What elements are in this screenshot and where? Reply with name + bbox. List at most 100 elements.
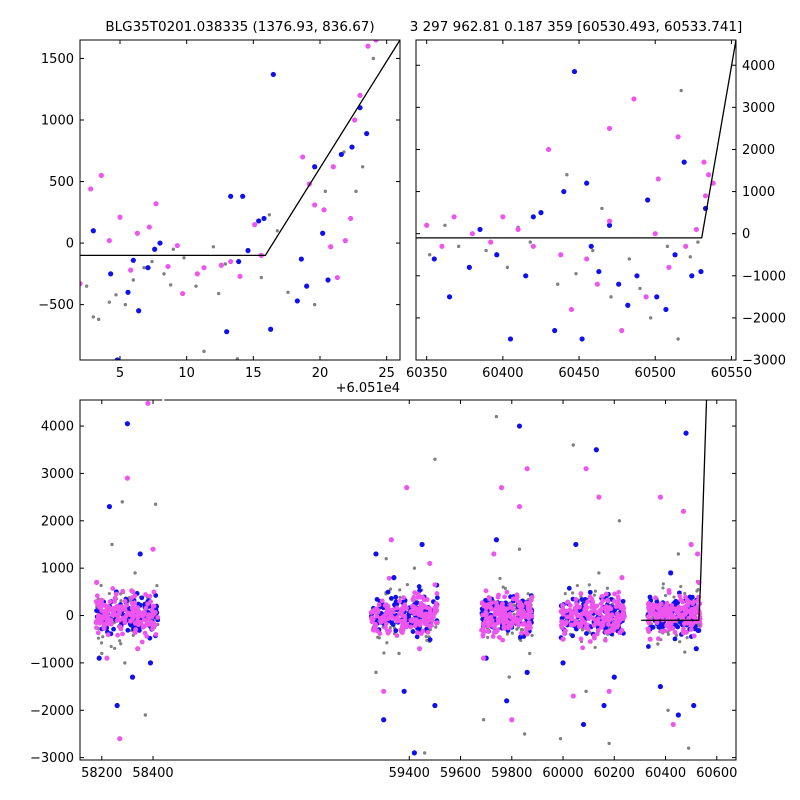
data-point-magenta (117, 736, 123, 742)
cluster-point-magenta (124, 602, 130, 608)
data-point-magenta (424, 222, 430, 228)
cluster-point-magenta (132, 630, 138, 635)
y-tick-label: −3000 (742, 354, 786, 369)
cluster-point-gray (592, 593, 597, 597)
data-point-magenta (619, 575, 625, 581)
cluster-point-magenta (688, 626, 694, 632)
y-tick-label: 1500 (41, 52, 74, 67)
cluster-point-magenta (595, 616, 601, 622)
cluster-point-magenta (401, 595, 406, 601)
cluster-point-magenta (488, 617, 493, 623)
data-point-blue (672, 252, 678, 258)
cluster-point-magenta (492, 611, 498, 617)
cluster-point-magenta (122, 617, 128, 623)
data-point-magenta (352, 117, 358, 123)
cluster-point-magenta (422, 604, 428, 609)
cluster-point-gray (388, 587, 393, 591)
data-point-blue (431, 256, 437, 262)
cluster-point-magenta (501, 621, 507, 626)
data-point-blue (668, 570, 674, 576)
cluster-point-gray (679, 584, 683, 589)
data-point-gray (571, 443, 575, 447)
data-point-blue (270, 71, 276, 78)
data-point-gray (507, 675, 511, 679)
cluster-point-magenta (688, 611, 694, 617)
cluster-point-magenta (147, 593, 153, 599)
y-tick-label: 1000 (41, 562, 74, 577)
data-point-gray (433, 457, 437, 461)
cluster-point-magenta (117, 610, 122, 616)
model-curve (80, 40, 400, 257)
cluster-point-magenta (430, 614, 436, 620)
data-point-magenta (334, 274, 340, 281)
cluster-point-magenta (426, 617, 432, 623)
cluster-point-magenta (399, 606, 405, 612)
data-point-gray (259, 275, 264, 280)
cluster-point-magenta (657, 613, 663, 619)
cluster-point-magenta (496, 635, 502, 640)
cluster-point-magenta (129, 600, 135, 606)
x-tick-label: 20 (312, 366, 329, 381)
data-point-gray (522, 732, 527, 736)
data-point-magenta (373, 40, 379, 43)
cluster-point-magenta (412, 623, 418, 629)
cluster-point-gray (119, 599, 123, 603)
cluster-point-magenta (122, 598, 128, 604)
cluster-point-magenta (483, 613, 489, 619)
cluster-point-magenta (603, 591, 609, 597)
cluster-point-blue (416, 584, 422, 589)
data-point-gray (143, 713, 148, 717)
data-point-gray (591, 248, 595, 253)
y-tick-label: −500 (38, 298, 74, 313)
y-tick-label: 2000 (41, 514, 74, 529)
data-point-blue (145, 265, 151, 271)
cluster-point-magenta (370, 609, 376, 615)
cluster-point-magenta (139, 613, 145, 619)
data-point-blue (561, 188, 567, 195)
cluster-point-magenta (580, 645, 586, 651)
cluster-point-magenta (559, 625, 565, 630)
data-point-magenta (365, 43, 371, 49)
cluster-point-magenta (573, 596, 579, 602)
full-light-curve-panel: 58200 58400 59400 59600 59800 60000 60200 60400… (30, 398, 737, 781)
data-point-magenta (252, 222, 258, 228)
data-point-blue (373, 551, 379, 557)
cluster-point-gray (593, 589, 598, 593)
cluster-point-blue (696, 628, 702, 633)
cluster-point-blue (393, 594, 399, 600)
data-point-blue (129, 674, 136, 680)
cluster-point-magenta (612, 591, 617, 597)
data-point-blue (579, 336, 585, 342)
data-point-blue (524, 669, 530, 675)
data-point-magenta (606, 688, 612, 694)
data-point-magenta (427, 560, 433, 567)
data-point-blue (530, 214, 536, 220)
x-tick-label: 60200 (594, 766, 635, 781)
data-point-blue (96, 655, 102, 661)
cluster-point-blue (654, 599, 660, 604)
cluster-point-magenta (526, 608, 532, 614)
cluster-point-magenta (103, 621, 109, 627)
cluster-point-magenta (122, 607, 128, 612)
y-tick-label: 0 (66, 237, 74, 252)
data-point-blue (325, 277, 331, 283)
data-point-gray (565, 173, 569, 177)
data-point-magenta (135, 646, 141, 652)
cluster-point-magenta (129, 617, 135, 623)
cluster-point-blue (393, 628, 399, 634)
cluster-point-magenta (482, 602, 488, 608)
cluster-point-gray (99, 641, 104, 645)
y-tick-label: 3000 (742, 101, 775, 116)
cluster-point-gray (575, 583, 579, 588)
cluster-point-magenta (672, 629, 678, 635)
cluster-point-blue (620, 598, 626, 604)
cluster-point-magenta (690, 621, 695, 627)
cluster-point-magenta (559, 609, 565, 615)
data-point-magenta (516, 503, 523, 510)
cluster-point-blue (153, 593, 159, 598)
data-point-magenta (594, 281, 600, 287)
cluster-point-gray (685, 635, 689, 640)
data-point-blue (611, 674, 617, 680)
data-point-blue (466, 264, 472, 270)
cluster-point-magenta (568, 608, 573, 613)
